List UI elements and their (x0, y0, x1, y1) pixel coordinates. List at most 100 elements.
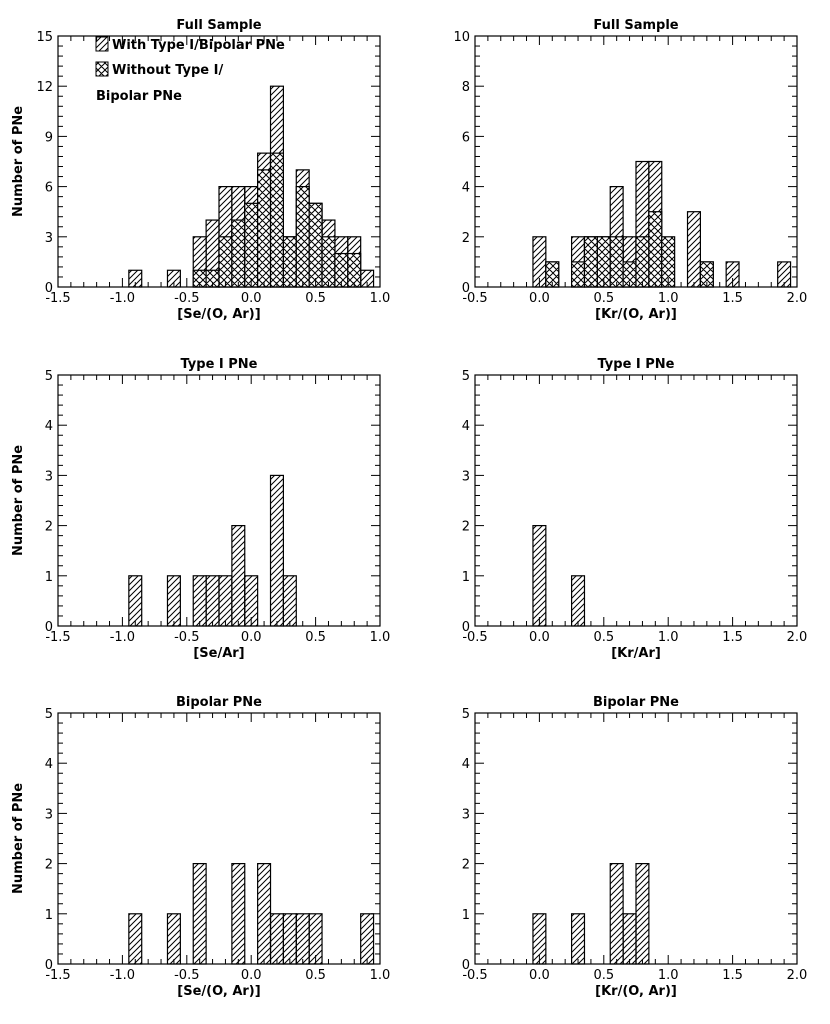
x-tick-label: 0.5 (593, 291, 614, 306)
y-tick-label: 3 (462, 807, 470, 822)
panel-title: Bipolar PNe (593, 695, 679, 710)
y-axis-label: Number of PNe (11, 106, 26, 217)
panel-title: Bipolar PNe (176, 695, 262, 710)
chart-panel-3: -1.5 -1.0 -0.5 0.0 0.5 1.0 0 1 2 3 4 5 Type I PNe [Se… (11, 357, 390, 661)
x-tick-label: -1.0 (110, 630, 135, 645)
x-tick-label: 0.5 (593, 630, 614, 645)
bar-1-without-12 (347, 252, 362, 288)
chart-panel-6: -0.5 0.0 0.5 1.0 1.5 2.0 0 1 2 3 4 5 Bipolar PNe [Kr/… (462, 695, 808, 999)
x-tick-label: 0.0 (241, 291, 262, 306)
x-tick-label: 1.0 (370, 968, 391, 983)
y-tick-label: 4 (45, 757, 53, 772)
y-tick-label: 2 (462, 520, 470, 535)
x-tick-label: -1.5 (45, 630, 70, 645)
panel-title: Full Sample (176, 18, 261, 33)
y-axis-label: Number of PNe (11, 445, 26, 556)
y-tick-label: 2 (45, 858, 53, 873)
x-axis-label: [Se/Ar] (193, 646, 244, 661)
bar-4-with-0 (532, 524, 547, 627)
x-tick-label: -1.0 (110, 968, 135, 983)
bar-6-with-3 (622, 913, 637, 965)
bar-1-without-9 (308, 202, 323, 288)
x-tick-label: 0.5 (593, 968, 614, 983)
bar-5-with-0 (128, 913, 143, 965)
bar-1-without-4 (244, 202, 259, 288)
bar-1-without-10 (321, 236, 336, 288)
y-tick-label: 6 (462, 130, 470, 145)
bar-1-without-8 (295, 186, 310, 288)
bar-5-with-3 (231, 862, 246, 965)
x-tick-label: -0.5 (174, 291, 199, 306)
y-tick-label: 12 (36, 80, 53, 95)
bar-3-with-7 (269, 474, 284, 627)
chart-panel-4: -0.5 0.0 0.5 1.0 1.5 2.0 0 1 2 3 4 5 Type I PNe [Kr/A… (462, 357, 808, 661)
x-tick-label: 1.0 (658, 291, 679, 306)
y-tick-label: 9 (45, 130, 53, 145)
x-tick-label: 1.0 (658, 630, 679, 645)
y-tick-label: 0 (45, 620, 53, 635)
legend: With Type I/Bipolar PNe Without Type I/ … (95, 36, 285, 104)
plot-frame (474, 712, 798, 965)
bar-1-without-6 (269, 152, 284, 288)
panel-title: Type I PNe (180, 357, 257, 372)
x-tick-label: -0.5 (174, 630, 199, 645)
bar-5-with-4 (257, 862, 272, 965)
x-tick-label: -1.5 (45, 291, 70, 306)
y-tick-label: 3 (45, 807, 53, 822)
x-axis-label: [Kr/(O, Ar)] (595, 984, 677, 999)
x-tick-label: 2.0 (787, 630, 808, 645)
x-tick-label: 0.0 (529, 968, 550, 983)
bar-6-with-4 (635, 862, 650, 965)
bar-3-with-5 (231, 524, 246, 627)
x-tick-label: -1.0 (110, 291, 135, 306)
y-tick-label: 15 (36, 30, 53, 45)
legend-hatch-swatch (95, 36, 109, 52)
y-tick-label: 0 (462, 958, 470, 973)
legend-cross-label-line1: Without Type I/ (112, 63, 223, 78)
chart-panel-5: -1.5 -1.0 -0.5 0.0 0.5 1.0 0 1 2 3 4 5 Bipolar PNe [S… (11, 695, 390, 999)
x-tick-label: 0.0 (529, 630, 550, 645)
x-tick-label: 1.5 (722, 291, 743, 306)
bar-5-with-5 (269, 913, 284, 965)
x-tick-label: 0.0 (529, 291, 550, 306)
y-tick-label: 2 (462, 231, 470, 246)
y-tick-label: 3 (45, 231, 53, 246)
bar-2-without-4 (609, 236, 624, 288)
bar-5-with-7 (295, 913, 310, 965)
bar-2-without-2 (583, 236, 598, 288)
bar-1-without-2 (218, 236, 233, 288)
panel-title: Full Sample (593, 18, 678, 33)
y-axis-label: Number of PNe (11, 783, 26, 894)
bar-5-with-2 (192, 862, 207, 965)
x-tick-label: 1.5 (722, 968, 743, 983)
plot-frame (474, 374, 798, 627)
x-tick-label: 0.5 (305, 968, 326, 983)
x-tick-label: 1.0 (658, 968, 679, 983)
bar-3-with-8 (282, 575, 297, 627)
plot-frame (57, 374, 381, 627)
y-tick-label: 3 (45, 469, 53, 484)
x-tick-label: 0.5 (305, 291, 326, 306)
y-tick-label: 1 (45, 908, 53, 923)
bar-1-without-7 (282, 236, 297, 288)
bar-6-with-1 (570, 913, 586, 965)
legend-hatch-label: With Type I/Bipolar PNe (112, 38, 285, 53)
legend-cross-label-line2: Bipolar PNe (96, 89, 182, 104)
bar-2-without-7 (648, 211, 663, 288)
x-axis-label: [Kr/(O, Ar)] (595, 307, 677, 322)
x-tick-label: 2.0 (787, 291, 808, 306)
y-tick-label: 5 (462, 707, 470, 722)
x-axis-label: [Kr/Ar] (611, 646, 661, 661)
y-tick-label: 1 (462, 570, 470, 585)
chart-panel-2: -0.5 0.0 0.5 1.0 1.5 2.0 0 2 4 6 8 10 Full Sample [Kr… (453, 18, 807, 322)
y-tick-label: 8 (462, 80, 470, 95)
bar-3-with-0 (128, 575, 143, 627)
y-tick-label: 3 (462, 469, 470, 484)
x-tick-label: 1.0 (370, 291, 391, 306)
x-tick-label: 0.0 (241, 630, 262, 645)
bar-5-with-1 (166, 913, 181, 965)
y-tick-label: 4 (462, 419, 470, 434)
x-tick-label: 1.5 (722, 630, 743, 645)
plot-frame (474, 35, 798, 288)
x-tick-label: 0.0 (241, 968, 262, 983)
